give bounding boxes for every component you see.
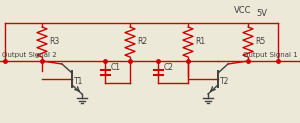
Text: C1: C1 [111, 63, 121, 72]
Text: Output Signal 2: Output Signal 2 [2, 52, 57, 58]
Text: Output Signal 1: Output Signal 1 [243, 52, 298, 58]
Text: R3: R3 [49, 38, 59, 46]
Text: T1: T1 [74, 77, 83, 86]
Text: VCC: VCC [234, 6, 252, 15]
Text: 5V: 5V [256, 9, 267, 18]
Text: C2: C2 [164, 63, 174, 72]
Text: R2: R2 [137, 38, 147, 46]
Text: R1: R1 [195, 38, 205, 46]
Text: R5: R5 [255, 38, 265, 46]
Text: T2: T2 [220, 77, 230, 86]
